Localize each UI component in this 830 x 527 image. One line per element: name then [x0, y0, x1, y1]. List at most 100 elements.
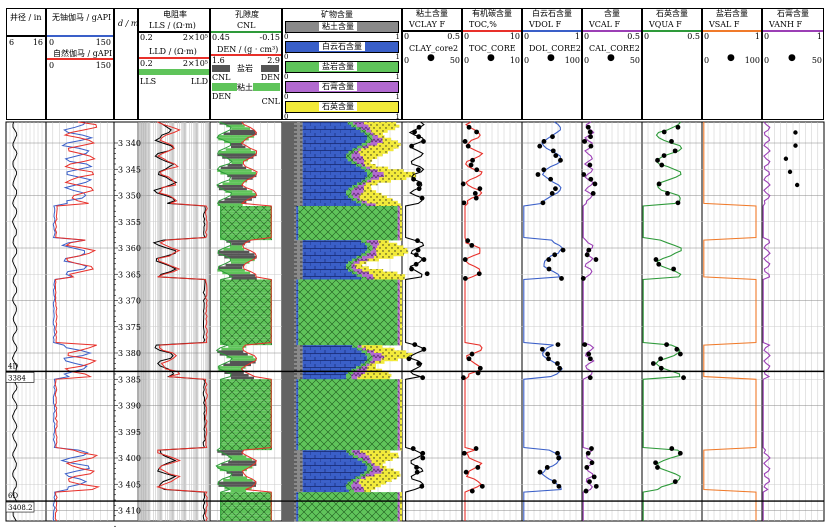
curve-header-vanh[interactable]: 石膏含量 VANH F 0 1 0 ● 50: [762, 8, 824, 120]
mineral-fill: [302, 371, 348, 375]
mineral-fill: [371, 463, 375, 467]
mineral-fill: [399, 292, 402, 296]
porosity-salt-fill: [220, 342, 272, 346]
mineral-fill: [360, 166, 367, 170]
mineral-fill: [370, 127, 396, 131]
mineral-fill: [296, 305, 299, 309]
core-sample-dot: [656, 261, 662, 267]
porosity-separation-fill: [231, 161, 244, 164]
curve-header-mnemonic: VCLAY F: [409, 20, 446, 29]
formation-tag: 6D: [8, 492, 18, 500]
mineral-fill: [294, 515, 297, 519]
por-clay-label: 粘土: [237, 83, 253, 92]
mineral-fill: [357, 258, 368, 262]
core-sample-dot: [783, 156, 789, 161]
porosity-header[interactable]: 孔隙度 CNL 0.45 -0.15 DEN / (g · cm³) 1.6 2…: [210, 8, 282, 120]
mineral-fill: [294, 145, 303, 149]
curve-header-core-max: 50: [811, 56, 822, 65]
mineral-fill: [294, 274, 303, 278]
resistivity-header[interactable]: 电阻率 LLS / (Ω·m) 0.2 2×10⁵ LLD / (Ω·m) 0.…: [138, 8, 210, 120]
mineral-header[interactable]: 矿物含量 粘土含量 0 1 白云石含量 0 1 盐岩含量 0 1 石膏含量 0 1 石英含量 0 1: [282, 8, 402, 121]
depth-header[interactable]: d / m: [114, 8, 139, 120]
mineral-fill: [346, 374, 352, 377]
gamma-header[interactable]: 无铀伽马 / gAPI 0 150 自然伽马 / gAPI 0 150: [46, 8, 114, 120]
porosity-separation-fill: [231, 458, 252, 461]
den-max: 2.9: [267, 56, 280, 65]
mineral-fill: [351, 153, 361, 157]
mineral-fill: [347, 195, 354, 199]
mineral-fill: [294, 158, 303, 162]
mineral-fill: [345, 484, 352, 488]
mineral-fill: [397, 313, 400, 317]
core-sample-dot: [681, 375, 686, 381]
mineral-fill: [296, 518, 299, 522]
mineral-fill: [302, 135, 368, 139]
mineral-fill: [294, 292, 297, 296]
caliper-header[interactable]: 井径 / in 6 16: [6, 8, 46, 120]
cnl-max: -0.15: [259, 33, 280, 42]
mineral-fill: [302, 174, 368, 178]
mineral-fill: [296, 442, 299, 446]
porosity-separation-fill: [230, 489, 247, 493]
curve-header-vdol[interactable]: 白云石含量 VDOL F 0 1 DOL_CORE2 0 ● 100: [522, 8, 582, 120]
mineral-fill: [302, 171, 368, 175]
mineral-fill: [302, 266, 347, 270]
mineral-fill: [298, 494, 398, 498]
core-sample-dot: [406, 356, 412, 362]
curve-header-line: [523, 30, 581, 32]
mineral-fill: [399, 284, 402, 288]
mineral-fill: [364, 360, 371, 364]
curve-header-vqua[interactable]: 石英含量 VQUA F 0 0.5: [642, 8, 702, 120]
mineral-fill: [348, 187, 354, 191]
mineral-fill: [302, 245, 368, 249]
mineral-fill: [294, 429, 297, 433]
mineral-fill: [352, 185, 358, 188]
porosity-separation-fill: [219, 122, 243, 125]
porosity-separation-fill: [229, 360, 256, 364]
mineral-fill: [399, 342, 402, 346]
mineral-fill: [397, 392, 400, 396]
curve-header-toc[interactable]: 有机碳含量 TOC,% 0 10 TOC_CORE 0 ● 10: [462, 8, 522, 120]
mineral-fill: [360, 363, 367, 367]
porosity-salt-fill: [220, 418, 272, 422]
mineral-fill: [296, 290, 299, 293]
mineral-fill: [372, 358, 382, 362]
mineral-fill: [294, 179, 303, 183]
curve-header-vclay[interactable]: 粘土含量 VCLAY F 0 0.5 CLAY_core2 0 ● 50: [402, 8, 462, 120]
mineral-fill: [365, 463, 372, 467]
mineral-fill: [296, 300, 299, 304]
mineral-fill: [399, 510, 402, 514]
curve-header-vsal[interactable]: 盐岩含量 VSAL F 0 1 0 ● 100: [702, 8, 762, 120]
mineral-fill: [302, 248, 368, 251]
mineral-fill: [302, 148, 353, 152]
mineral-fill: [298, 329, 398, 333]
mineral-fill: [302, 242, 366, 246]
core-sample-dot: [475, 465, 481, 470]
mineral-legend-max: 1: [395, 93, 400, 101]
mineral-fill: [294, 458, 303, 461]
mineral-fill: [298, 326, 398, 330]
porosity-separation-fill: [226, 471, 243, 474]
porosity-separation-fill: [228, 460, 257, 464]
porosity-separation-fill: [217, 481, 257, 485]
mineral-fill: [372, 468, 384, 472]
mineral-fill: [346, 263, 352, 267]
mineral-fill: [294, 408, 297, 412]
mineral-fill: [298, 423, 398, 427]
porosity-separation-fill: [231, 473, 244, 477]
porosity-salt-fill: [220, 332, 272, 335]
mineral-fill: [361, 253, 367, 257]
mineral-fill: [298, 216, 398, 220]
mineral-fill: [367, 171, 373, 175]
curve-header-core-min: 0: [584, 56, 590, 65]
core-sample-dot: [587, 356, 593, 362]
curve-header-vcal[interactable]: 含量 VCAL F 0 0.5 CAL_CORE2 0 ● 50: [582, 8, 642, 120]
core-sample-dot: [468, 162, 474, 168]
mineral-fill: [298, 510, 398, 514]
mineral-fill: [296, 316, 299, 320]
mineral-fill: [294, 405, 297, 409]
mineral-fill: [294, 347, 303, 351]
mineral-fill: [294, 187, 303, 191]
mineral-fill: [296, 224, 299, 228]
model-curve: [405, 121, 426, 521]
